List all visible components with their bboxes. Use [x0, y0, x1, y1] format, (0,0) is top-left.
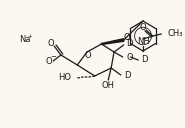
Text: O: O — [123, 33, 130, 41]
Text: O: O — [85, 51, 91, 60]
Text: O: O — [48, 39, 55, 47]
Text: CH₃: CH₃ — [167, 29, 183, 39]
Text: Na: Na — [19, 35, 31, 45]
Text: D: D — [127, 40, 133, 49]
Text: −: − — [50, 54, 56, 60]
Text: O: O — [127, 52, 133, 61]
Text: D: D — [141, 56, 148, 65]
Polygon shape — [101, 39, 124, 45]
Text: +: + — [27, 34, 32, 39]
Text: O: O — [140, 24, 146, 33]
Text: O: O — [45, 56, 52, 66]
Text: NH: NH — [137, 38, 149, 46]
Text: OH: OH — [102, 81, 115, 89]
Text: HO: HO — [58, 73, 72, 83]
Text: D: D — [124, 72, 130, 81]
